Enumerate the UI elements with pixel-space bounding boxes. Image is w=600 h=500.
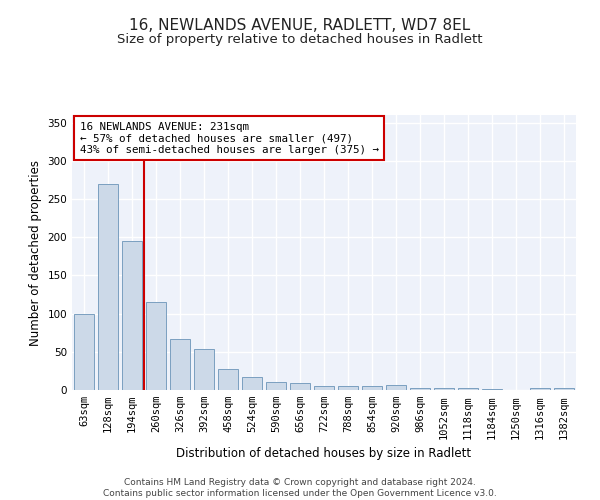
Bar [386,386,406,390]
Bar [122,241,142,390]
X-axis label: Distribution of detached houses by size in Radlett: Distribution of detached houses by size … [176,447,472,460]
Bar [410,388,430,390]
Bar [554,388,574,390]
Bar [434,388,454,390]
Bar [314,386,334,390]
Text: Contains HM Land Registry data © Crown copyright and database right 2024.
Contai: Contains HM Land Registry data © Crown c… [103,478,497,498]
Bar [98,184,118,390]
Bar [458,388,478,390]
Bar [194,349,214,390]
Bar [218,368,238,390]
Y-axis label: Number of detached properties: Number of detached properties [29,160,42,346]
Bar [242,377,262,390]
Text: 16, NEWLANDS AVENUE, RADLETT, WD7 8EL: 16, NEWLANDS AVENUE, RADLETT, WD7 8EL [130,18,470,32]
Bar [170,339,190,390]
Text: 16 NEWLANDS AVENUE: 231sqm
← 57% of detached houses are smaller (497)
43% of sem: 16 NEWLANDS AVENUE: 231sqm ← 57% of deta… [80,122,379,155]
Bar [362,386,382,390]
Bar [266,382,286,390]
Bar [146,302,166,390]
Bar [290,383,310,390]
Bar [338,386,358,390]
Bar [482,389,502,390]
Bar [530,388,550,390]
Bar [74,314,94,390]
Text: Size of property relative to detached houses in Radlett: Size of property relative to detached ho… [117,32,483,46]
